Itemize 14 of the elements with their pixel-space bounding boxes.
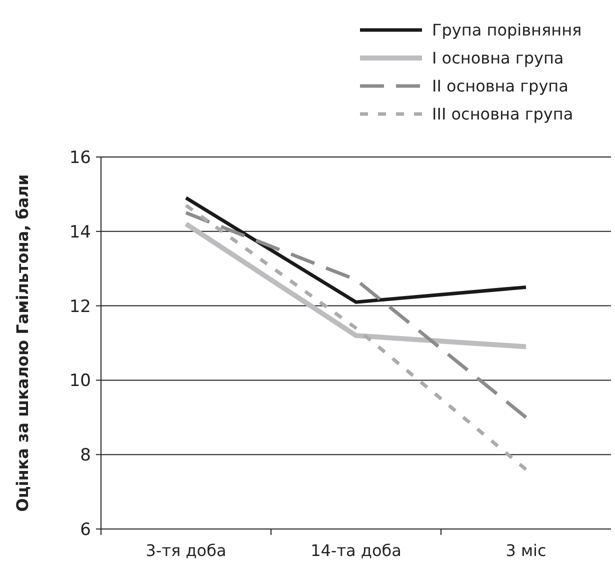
x-tick-label: 3-тя доба [146, 541, 226, 560]
legend-label: ІІ основна група [432, 76, 568, 96]
y-tick-label: 12 [69, 296, 91, 317]
legend-label: Група порівняння [432, 20, 582, 40]
y-tick-label: 16 [69, 148, 91, 168]
y-tick-label: 14 [69, 222, 91, 242]
legend-label: ІІІ основна група [432, 104, 574, 124]
y-tick-label: 10 [69, 371, 91, 392]
y-axis-title: Оцінка за шкалою Гамільтона, бали [13, 174, 32, 512]
x-tick-label: 3 міс [506, 541, 546, 560]
x-tick-label: 14-та доба [310, 541, 402, 560]
legend-label: І основна група [432, 48, 564, 68]
y-tick-label: 8 [80, 446, 91, 466]
y-tick-label: 6 [80, 520, 91, 540]
